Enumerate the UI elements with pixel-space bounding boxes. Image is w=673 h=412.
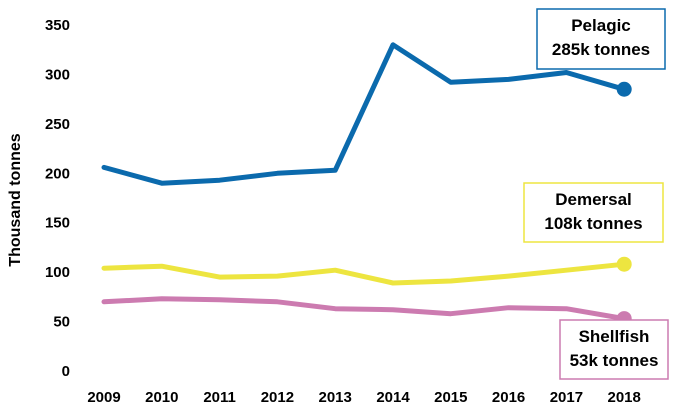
end-point-demersal xyxy=(616,256,632,272)
annotations: Pelagic 285k tonnes Demersal 108k tonnes She… xyxy=(523,8,669,380)
end-point-pelagic xyxy=(616,81,632,97)
x-tick-label: 2009 xyxy=(87,389,120,406)
series-line-shellfish xyxy=(101,296,627,322)
callout-pelagic: Pelagic 285k tonnes xyxy=(536,8,666,70)
y-tick-label: 300 xyxy=(45,66,70,83)
y-tick-label: 250 xyxy=(45,116,70,133)
y-tick-label: 350 xyxy=(45,17,70,34)
y-tick-label: 100 xyxy=(45,264,70,281)
callout-series-name: Pelagic xyxy=(571,16,631,35)
callout-series-name: Demersal xyxy=(555,190,632,209)
y-tick-label: 50 xyxy=(53,314,70,331)
x-tick-label: 2016 xyxy=(492,389,525,406)
callout-box xyxy=(523,182,664,243)
x-tick-label: 2015 xyxy=(434,389,467,406)
series-line-demersal xyxy=(101,261,627,286)
y-tick-label: 200 xyxy=(45,165,70,182)
x-axis: 2009 2010 2011 2012 2013 2014 2015 2016 2017 2018 xyxy=(87,389,641,406)
series-line-pelagic xyxy=(101,42,627,186)
callout-value: 53k tonnes xyxy=(570,351,659,370)
x-tick-label: 2017 xyxy=(550,389,583,406)
callout-series-name: Shellfish xyxy=(579,327,650,346)
y-tick-label: 150 xyxy=(45,215,70,232)
callout-demersal: Demersal 108k tonnes xyxy=(523,182,664,243)
y-axis: 0 50 100 150 200 250 300 350 xyxy=(45,17,70,380)
x-tick-label: 2012 xyxy=(261,389,294,406)
callout-box xyxy=(536,8,666,70)
series-layer xyxy=(101,42,632,327)
x-tick-label: 2018 xyxy=(608,389,641,406)
callout-box xyxy=(559,319,669,380)
callout-value: 108k tonnes xyxy=(544,214,642,233)
y-tick-label: 0 xyxy=(62,363,70,380)
x-tick-label: 2013 xyxy=(319,389,352,406)
y-axis-label: Thousand tonnes xyxy=(7,133,24,266)
x-tick-label: 2014 xyxy=(376,389,410,406)
callout-value: 285k tonnes xyxy=(552,40,650,59)
x-tick-label: 2010 xyxy=(145,389,178,406)
callout-shellfish: Shellfish 53k tonnes xyxy=(559,319,669,380)
x-tick-label: 2011 xyxy=(203,389,236,406)
